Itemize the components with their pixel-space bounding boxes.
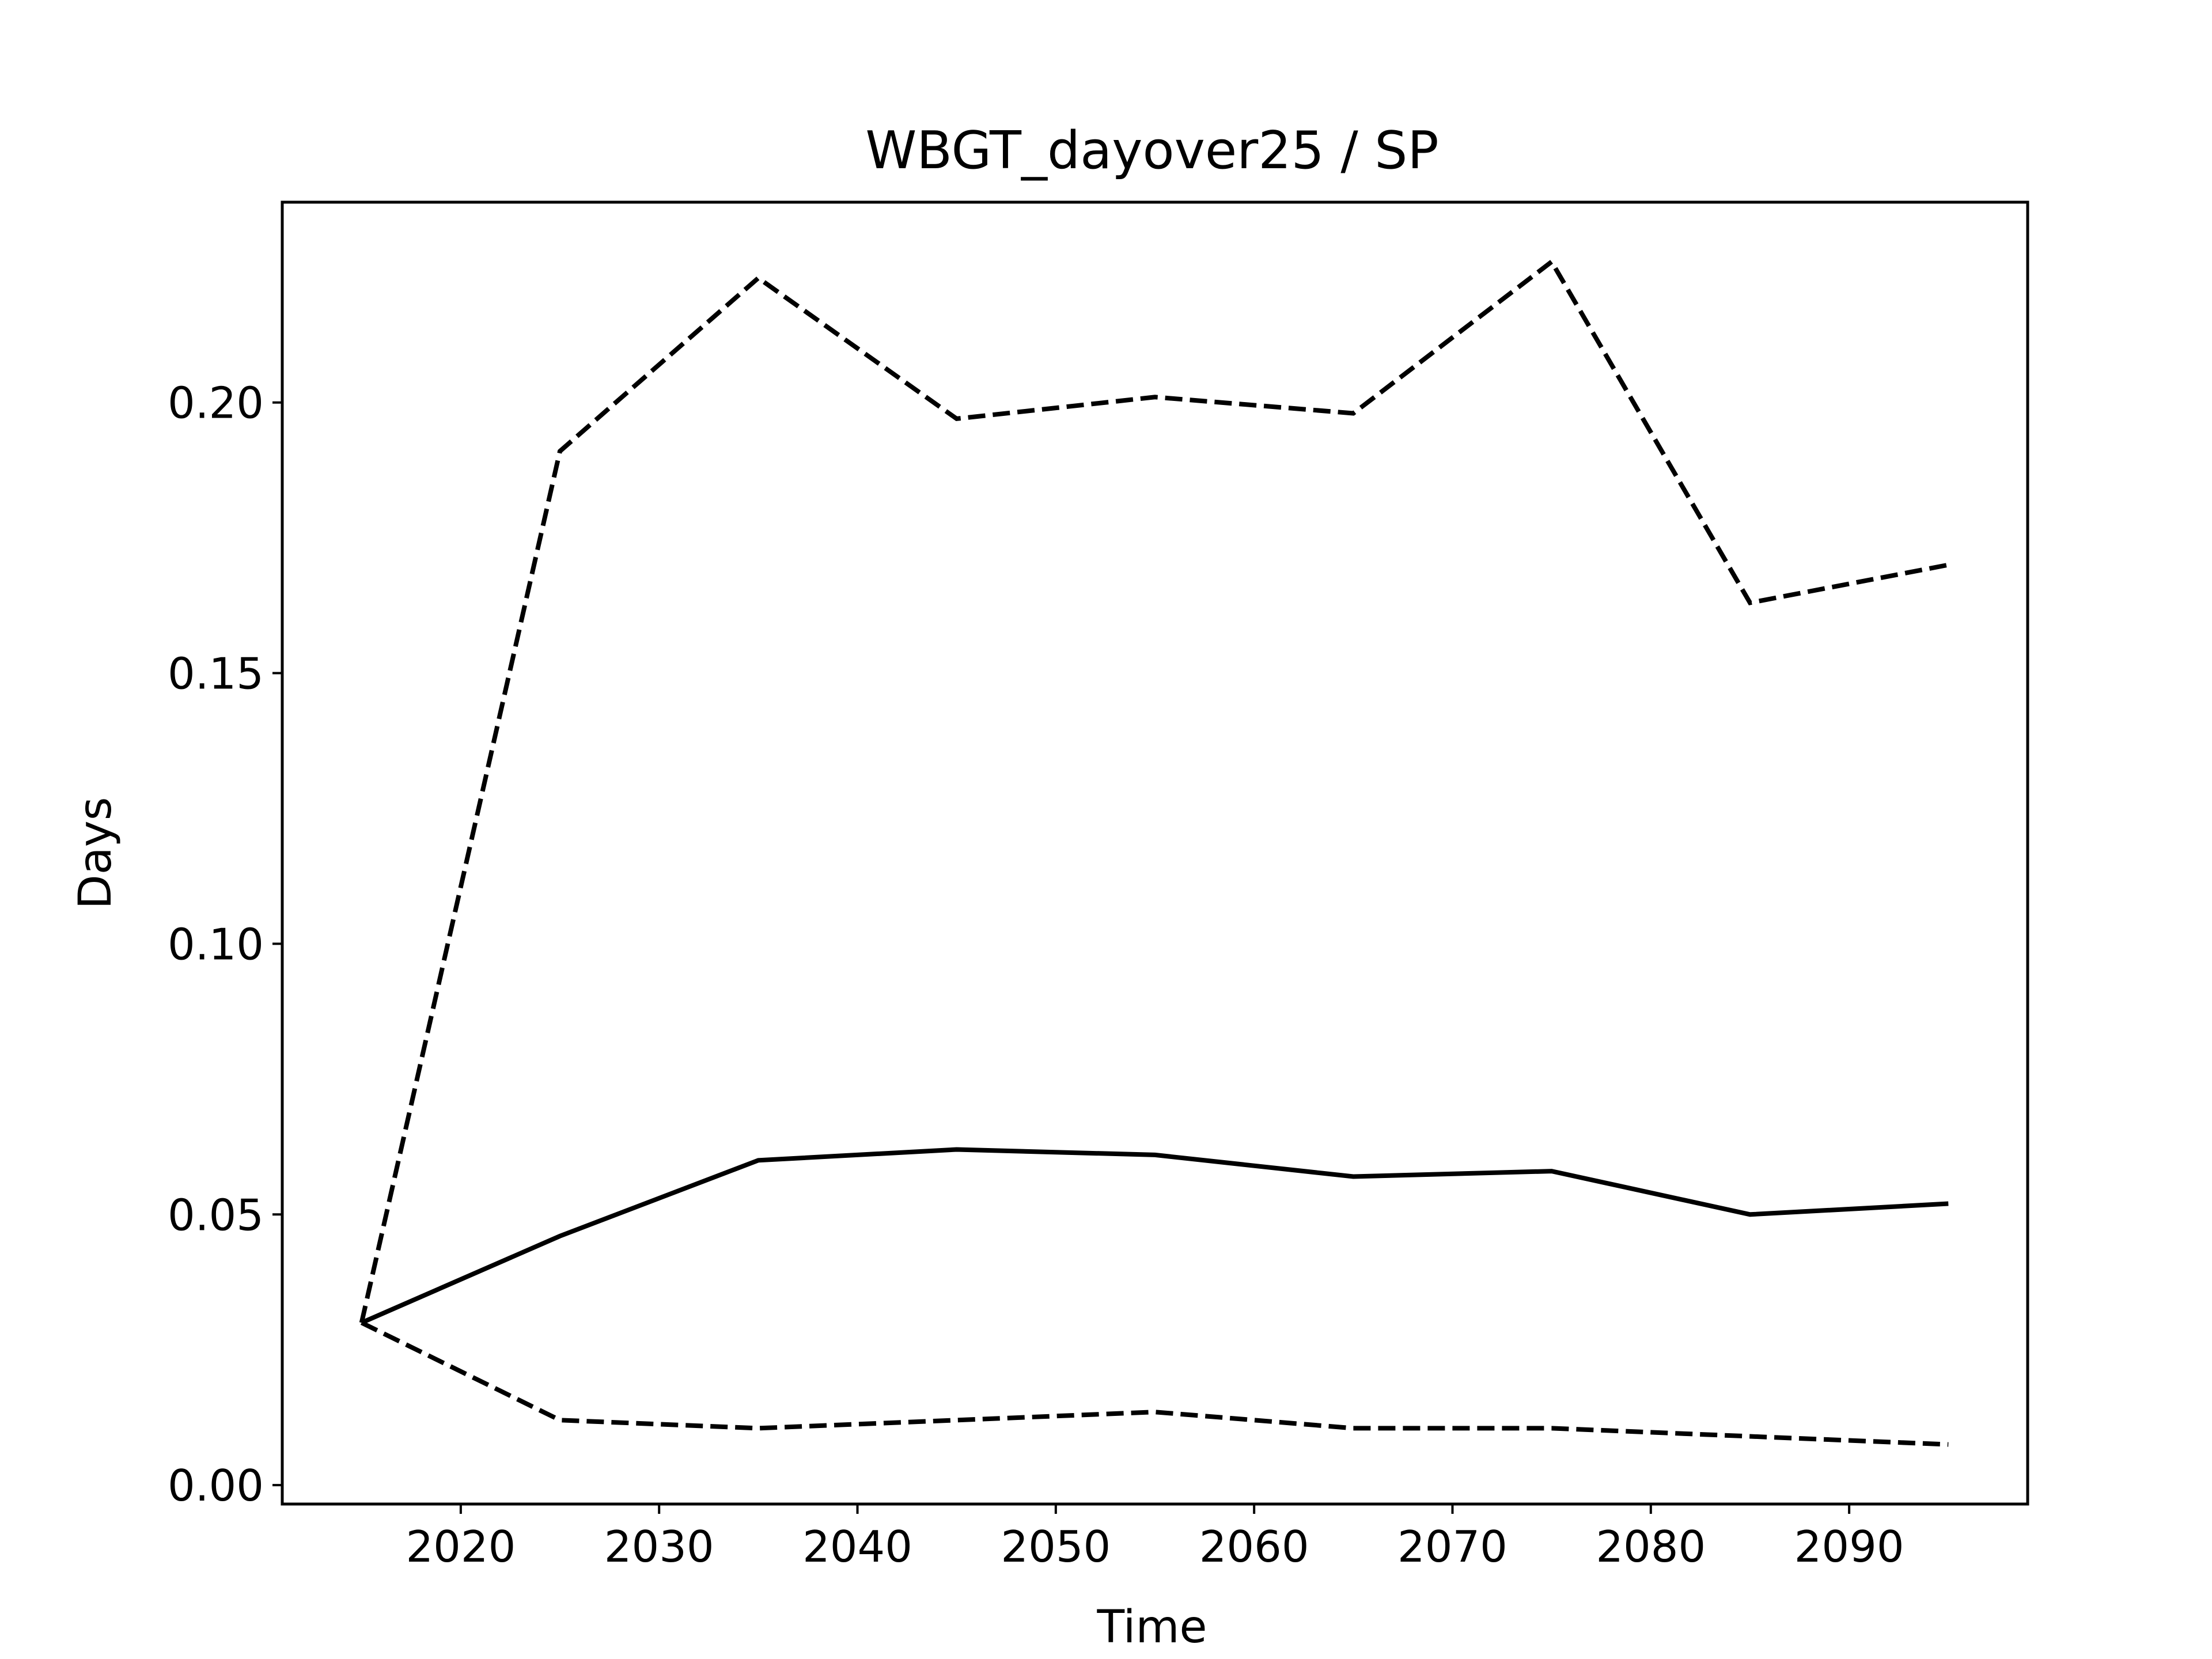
x-axis-label: Time <box>1097 1601 1207 1653</box>
y-tick-label: 0.00 <box>168 1460 264 1511</box>
x-tick-label: 2070 <box>1397 1521 1508 1572</box>
y-tick-label: 0.15 <box>168 649 264 699</box>
x-ticks: 2020 2030 2040 2050 2060 2070 2080 2090 <box>406 1504 1904 1572</box>
plot-frame <box>281 200 2029 1506</box>
series-line-1 <box>361 1147 1949 1325</box>
x-tick-label: 2040 <box>802 1521 912 1572</box>
x-tick-label: 2060 <box>1199 1521 1309 1572</box>
x-tick-label: 2090 <box>1794 1521 1904 1572</box>
series-layer <box>359 258 1949 1447</box>
y-tick-label: 0.05 <box>168 1190 264 1240</box>
series-line-2 <box>359 258 1949 1324</box>
y-ticks: 0.00 0.05 0.10 0.15 0.20 <box>168 378 282 1511</box>
x-tick-label: 2020 <box>406 1521 516 1572</box>
chart-title: WBGT_dayover25 / SP <box>865 120 1438 181</box>
x-tick-label: 2030 <box>604 1521 714 1572</box>
y-tick-label: 0.10 <box>168 919 264 969</box>
y-axis-label: Days <box>70 797 122 910</box>
x-tick-label: 2080 <box>1596 1521 1706 1572</box>
series-line-3 <box>360 1320 1949 1447</box>
y-tick-label: 0.20 <box>168 378 264 429</box>
x-tick-label: 2050 <box>1001 1521 1111 1572</box>
